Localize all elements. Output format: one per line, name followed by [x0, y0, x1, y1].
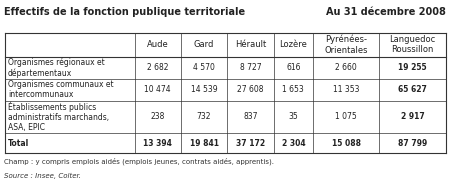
Text: Hérault: Hérault — [235, 40, 266, 49]
Text: 37 172: 37 172 — [236, 139, 265, 148]
Text: 2 304: 2 304 — [282, 139, 305, 148]
Text: Source : Insee, Colter.: Source : Insee, Colter. — [4, 173, 81, 179]
Text: Au 31 décembre 2008: Au 31 décembre 2008 — [326, 7, 446, 17]
Text: Total: Total — [8, 139, 29, 148]
Text: Établissements publics
administratifs marchands,
ASA, EPIC: Établissements publics administratifs ma… — [8, 102, 109, 132]
Text: 1 653: 1 653 — [283, 85, 304, 94]
Text: 87 799: 87 799 — [398, 139, 427, 148]
Text: Aude: Aude — [147, 40, 169, 49]
Text: 19 255: 19 255 — [398, 63, 427, 72]
Text: Pyrénées-
Orientales: Pyrénées- Orientales — [324, 35, 368, 54]
Text: 8 727: 8 727 — [239, 63, 261, 72]
Text: 837: 837 — [243, 112, 257, 121]
Text: Languedoc
Roussillon: Languedoc Roussillon — [389, 35, 436, 54]
Text: 2 660: 2 660 — [335, 63, 357, 72]
Text: 732: 732 — [197, 112, 212, 121]
Text: 65 627: 65 627 — [398, 85, 427, 94]
Text: 238: 238 — [151, 112, 165, 121]
Text: 15 088: 15 088 — [332, 139, 361, 148]
Text: 2 682: 2 682 — [147, 63, 168, 72]
Text: 1 075: 1 075 — [335, 112, 357, 121]
Text: 11 353: 11 353 — [333, 85, 360, 94]
Text: Champ : y compris emplois aidés (emplois jeunes, contrats aidés, apprentis).: Champ : y compris emplois aidés (emplois… — [4, 157, 274, 165]
Text: Organismes communaux et
intercommunaux: Organismes communaux et intercommunaux — [8, 80, 114, 99]
Text: Gard: Gard — [194, 40, 214, 49]
Text: 14 539: 14 539 — [191, 85, 217, 94]
Text: 35: 35 — [288, 112, 298, 121]
Text: 4 570: 4 570 — [193, 63, 215, 72]
Text: 13 394: 13 394 — [143, 139, 172, 148]
Text: 616: 616 — [286, 63, 301, 72]
Text: 10 474: 10 474 — [144, 85, 171, 94]
Text: Effectifs de la fonction publique territoriale: Effectifs de la fonction publique territ… — [4, 7, 246, 17]
Text: 19 841: 19 841 — [189, 139, 219, 148]
Text: Organismes régionaux et
départementaux: Organismes régionaux et départementaux — [8, 58, 105, 78]
Text: Lozère: Lozère — [279, 40, 307, 49]
Text: 27 608: 27 608 — [237, 85, 264, 94]
Text: 2 917: 2 917 — [400, 112, 424, 121]
